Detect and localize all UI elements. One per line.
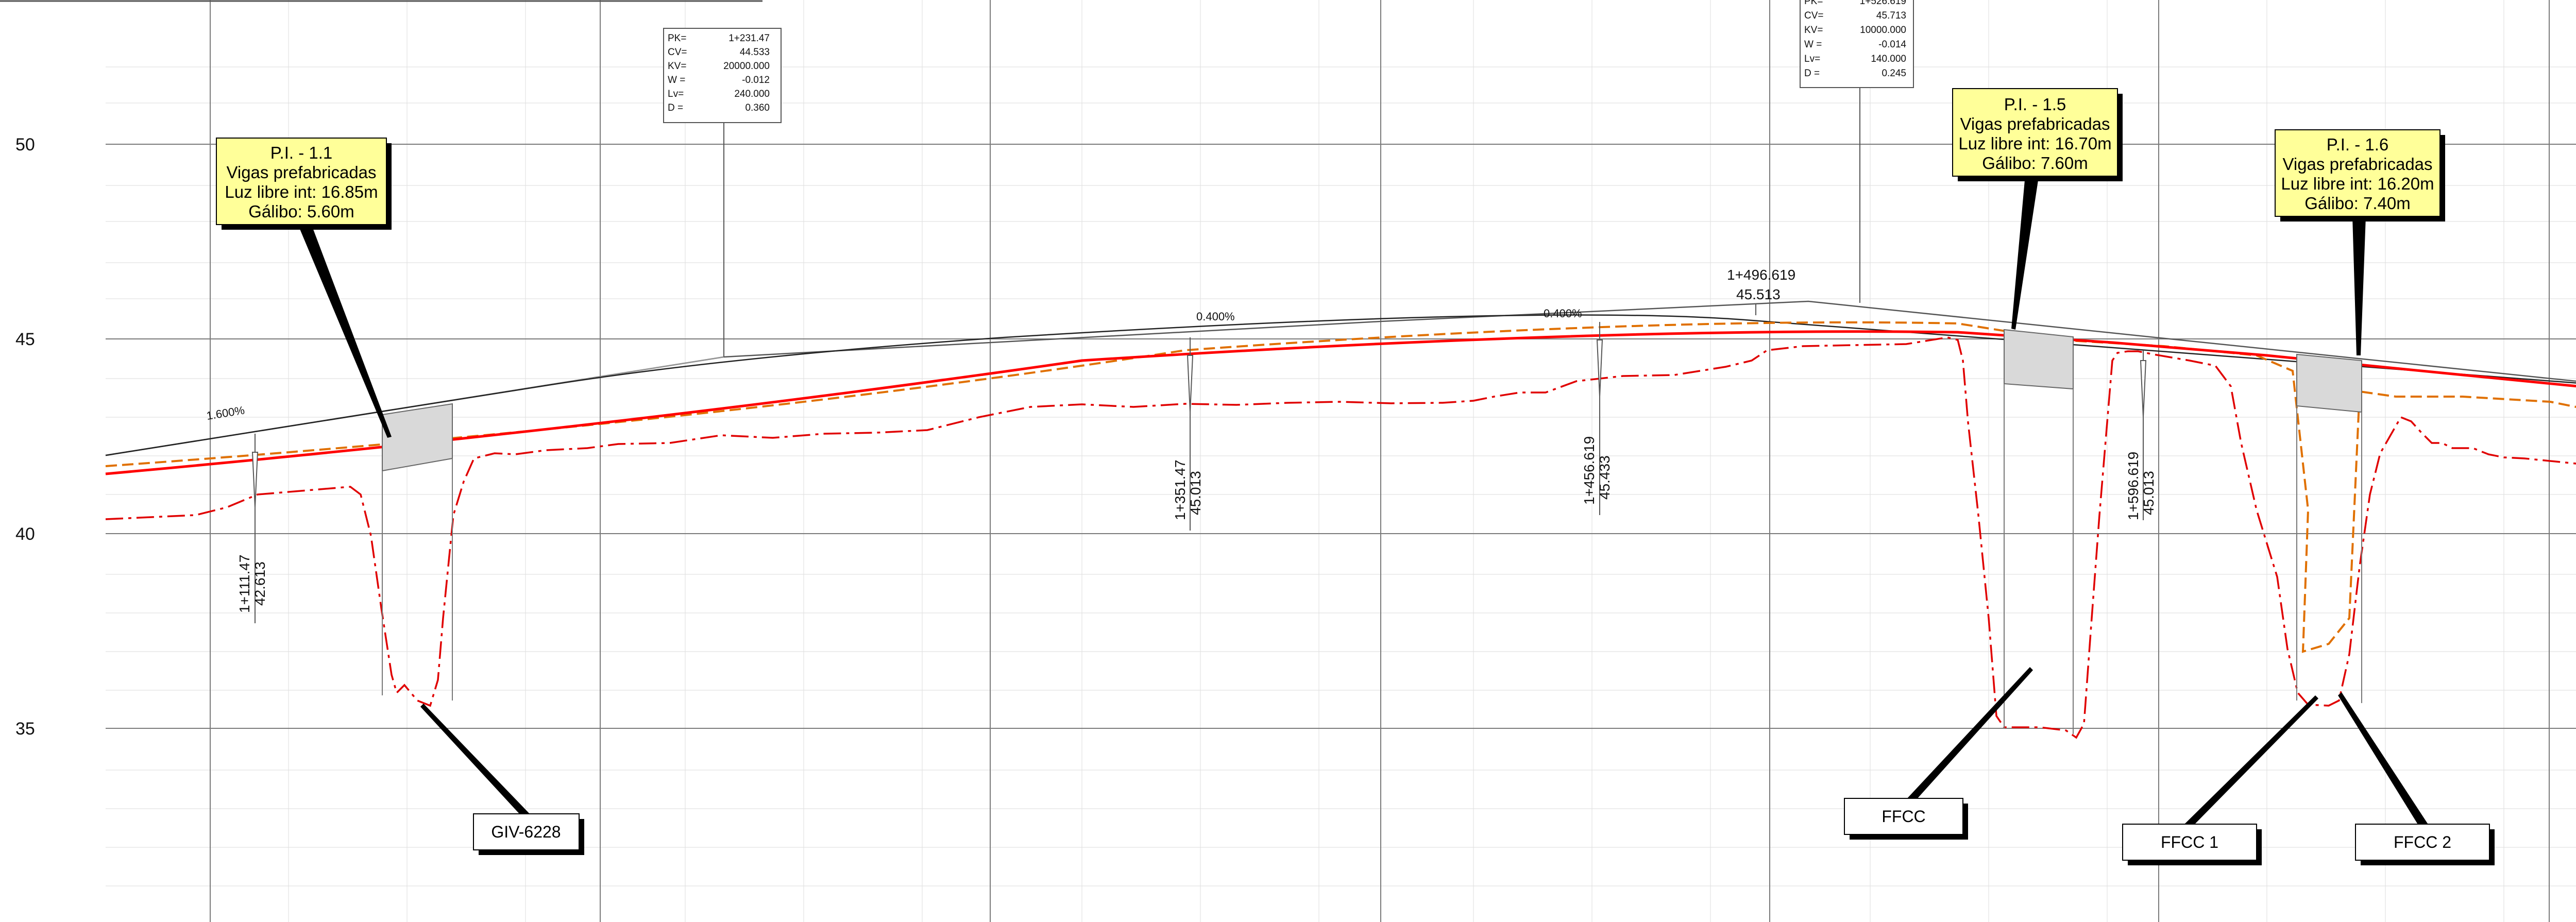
vertical-curve-table: PK= 1+231.47 CV= 44.533 KV= 20000.000 W … — [663, 28, 782, 357]
crest-station: 1+496.619 — [1727, 267, 1795, 283]
callout-title: P.I. - 1.1 — [270, 143, 332, 162]
callout-leader — [2011, 180, 2038, 330]
point-marker: 1+111.47 42.613 — [236, 434, 268, 623]
svg-text:CV=: CV= — [1804, 10, 1824, 21]
y-axis-label-50: 50 — [15, 135, 35, 155]
crossing-tag-giv-6228: GIV-6228 — [420, 704, 584, 855]
callout-title: P.I. - 1.5 — [2004, 95, 2066, 114]
callout-leader — [2352, 216, 2366, 355]
callout-clearance: Gálibo: 7.60m — [1982, 153, 2088, 173]
callout-span: Luz libre int: 16.85m — [225, 182, 378, 201]
svg-text:1+526.619: 1+526.619 — [1860, 0, 1906, 7]
svg-text:140.000: 140.000 — [1871, 54, 1906, 64]
callout-span: Luz libre int: 16.20m — [2281, 174, 2434, 193]
callout-type: Vigas prefabricadas — [226, 163, 376, 182]
grade-label: 0.400% — [1196, 310, 1235, 323]
svg-text:Lv=: Lv= — [1804, 54, 1820, 64]
svg-text:W =: W = — [668, 75, 685, 86]
tag-label: FFCC 1 — [2161, 833, 2218, 851]
svg-text:Lv=: Lv= — [668, 89, 684, 99]
y-axis-label-40: 40 — [15, 524, 35, 544]
crossing-tag-ffcc: FFCC — [1844, 667, 2033, 840]
svg-text:D =: D = — [1804, 68, 1820, 79]
callout-leader — [299, 227, 392, 438]
point-marker-station: 1+456.619 — [1581, 436, 1597, 505]
bridge-deck-pi-1-6 — [2296, 353, 2362, 413]
existing-road-profile — [105, 321, 2576, 653]
svg-text:0.245: 0.245 — [1882, 68, 1906, 79]
svg-text:PK=: PK= — [668, 33, 686, 44]
svg-text:-0.012: -0.012 — [742, 75, 770, 86]
svg-text:KV=: KV= — [1804, 25, 1823, 36]
point-marker: 1+456.619 45.433 — [1581, 322, 1613, 515]
bridge-deck-pi-1-1 — [382, 403, 453, 472]
tag-leader — [2184, 695, 2318, 824]
y-axis-label-45: 45 — [15, 330, 35, 349]
point-marker-station: 1+596.619 — [2125, 452, 2141, 520]
svg-text:D =: D = — [668, 103, 683, 113]
tag-leader — [1906, 667, 2033, 799]
callout-type: Vigas prefabricadas — [2282, 155, 2432, 174]
point-marker-elevation: 45.013 — [2141, 471, 2157, 515]
minor-grid — [106, 0, 2576, 922]
tag-label: FFCC — [1882, 807, 1925, 826]
svg-text:44.533: 44.533 — [740, 47, 770, 58]
svg-text:W =: W = — [1804, 39, 1822, 50]
tag-leader — [2338, 692, 2429, 825]
major-grid — [106, 0, 2576, 922]
bridge-deck-pi-1-5 — [2004, 329, 2074, 390]
crest-elevation: 45.513 — [1736, 286, 1781, 302]
grade-label: 1.600% — [206, 404, 246, 422]
point-marker: 1+596.619 45.013 — [2125, 350, 2157, 520]
svg-text:0.360: 0.360 — [745, 103, 770, 113]
structure-callout-pi-1-6: P.I. - 1.6 Vigas prefabricadas Luz libre… — [2275, 129, 2445, 355]
vertical-curve-line — [105, 314, 2576, 456]
svg-text:KV=: KV= — [668, 61, 686, 72]
grade-label: 0.400% — [1544, 307, 1582, 320]
crossing-tag-ffcc-2: FFCC 2 — [2338, 692, 2495, 865]
svg-text:240.000: 240.000 — [734, 89, 770, 99]
structure-callout-pi-1-1: P.I. - 1.1 Vigas prefabricadas Luz libre… — [216, 138, 392, 438]
svg-text:-0.014: -0.014 — [1878, 39, 1906, 50]
point-marker-elevation: 45.013 — [1188, 471, 1204, 515]
structure-callout-pi-1-5: P.I. - 1.5 Vigas prefabricadas Luz libre… — [1952, 88, 2123, 330]
tag-leader — [420, 704, 531, 815]
svg-text:20000.000: 20000.000 — [723, 61, 770, 72]
svg-text:1+231.47: 1+231.47 — [728, 33, 770, 44]
callout-title: P.I. - 1.6 — [2327, 135, 2388, 154]
svg-text:CV=: CV= — [668, 47, 687, 58]
point-marker: 1+351.47 45.013 — [1172, 337, 1204, 531]
svg-text:45.713: 45.713 — [1876, 10, 1906, 21]
point-marker-elevation: 42.613 — [252, 561, 268, 606]
y-axis-label-35: 35 — [15, 719, 35, 739]
terrain-profile — [105, 336, 2576, 739]
callout-type: Vigas prefabricadas — [1960, 114, 2110, 133]
callout-clearance: Gálibo: 7.40m — [2304, 194, 2410, 213]
tag-label: FFCC 2 — [2394, 833, 2451, 851]
svg-text:10000.000: 10000.000 — [1860, 25, 1906, 36]
svg-text:PK=: PK= — [1804, 0, 1823, 7]
point-marker-station: 1+351.47 — [1172, 459, 1188, 520]
point-marker-station: 1+111.47 — [236, 555, 252, 613]
bridge-decks — [382, 329, 2362, 734]
crossing-tag-ffcc-1: FFCC 1 — [2122, 695, 2318, 865]
point-marker-elevation: 45.433 — [1597, 455, 1613, 500]
design-profile-line — [105, 330, 2576, 475]
tag-label: GIV-6228 — [491, 823, 561, 841]
callout-span: Luz libre int: 16.70m — [1958, 134, 2111, 153]
callout-clearance: Gálibo: 5.60m — [248, 202, 354, 221]
vertical-curve-table: PK= 1+526.619 CV= 45.713 KV= 10000.000 W… — [1800, 0, 1914, 303]
